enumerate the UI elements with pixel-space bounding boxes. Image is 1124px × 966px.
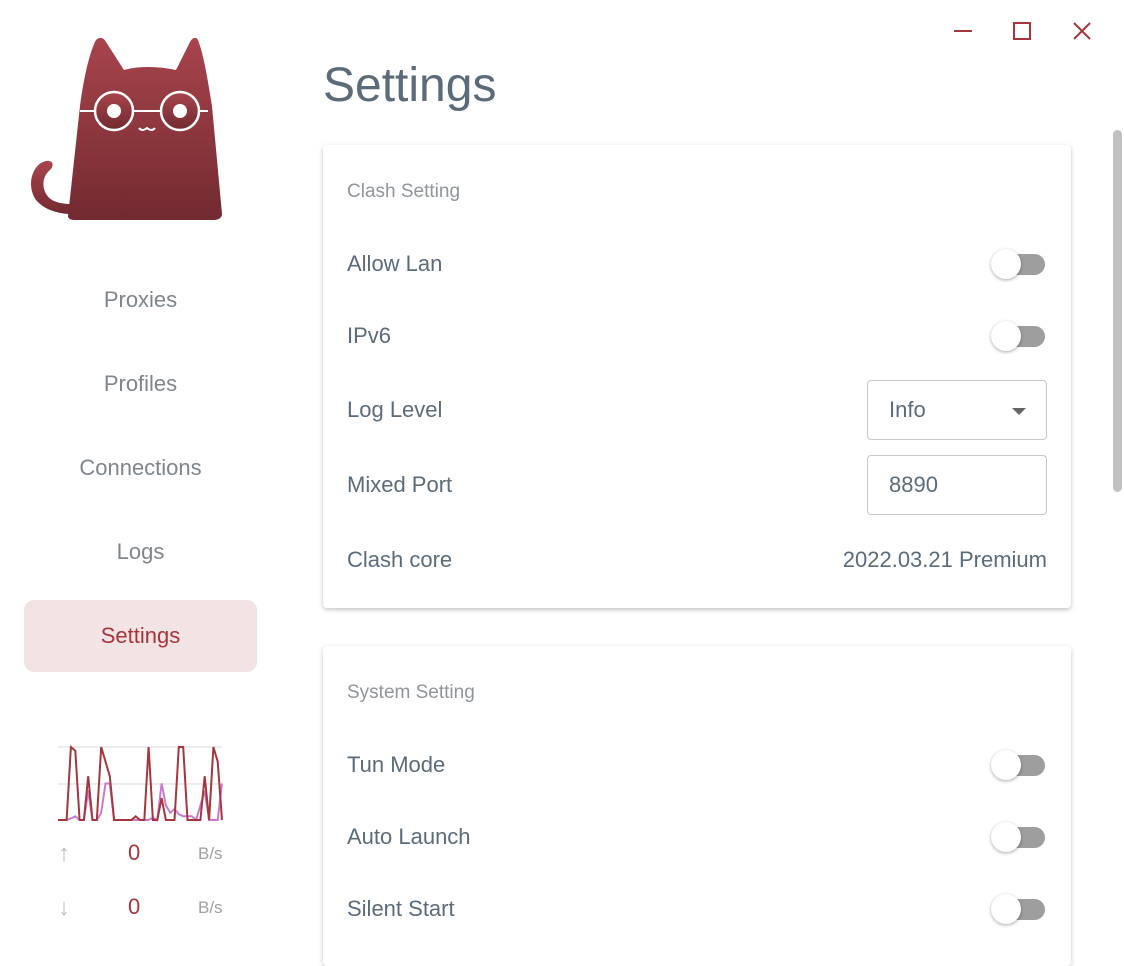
ipv6-label: IPv6 bbox=[347, 323, 392, 348]
sidebar: Proxies Profiles Connections Logs Settin… bbox=[0, 0, 280, 937]
log-level-label: Log Level bbox=[347, 397, 443, 422]
upload-unit: B/s bbox=[198, 844, 223, 863]
maximize-button[interactable] bbox=[1005, 14, 1039, 48]
silent-start-row: Silent Start bbox=[347, 889, 1047, 929]
silent-start-label: Silent Start bbox=[347, 896, 455, 921]
sidebar-item-proxies[interactable]: Proxies bbox=[24, 264, 257, 336]
allow-lan-label: Allow Lan bbox=[347, 251, 443, 276]
allow-lan-toggle[interactable] bbox=[991, 249, 1047, 279]
traffic-graph bbox=[58, 744, 223, 822]
tun-mode-label: Tun Mode bbox=[347, 752, 446, 777]
upload-value: 0 bbox=[128, 840, 141, 865]
scrollbar[interactable] bbox=[1113, 130, 1122, 492]
download-series-line bbox=[58, 782, 223, 822]
page-title: Settings bbox=[323, 59, 497, 112]
allow-lan-row: Allow Lan bbox=[347, 244, 1047, 284]
clash-core-label: Clash core bbox=[347, 547, 453, 572]
sidebar-item-label: Logs bbox=[116, 539, 165, 564]
sidebar-item-label: Profiles bbox=[103, 371, 178, 396]
close-button[interactable] bbox=[1065, 14, 1099, 48]
minimize-button[interactable] bbox=[946, 14, 980, 48]
tun-mode-toggle[interactable] bbox=[991, 750, 1047, 780]
sidebar-item-label: Proxies bbox=[103, 287, 178, 312]
caret-down-icon bbox=[1012, 408, 1026, 415]
mixed-port-row: Mixed Port 8890 bbox=[347, 455, 1047, 515]
sidebar-item-connections[interactable]: Connections bbox=[24, 432, 257, 504]
auto-launch-toggle[interactable] bbox=[991, 822, 1047, 852]
upload-speed: ↑ 0 B/s bbox=[58, 840, 228, 870]
arrow-up-icon: ↑ bbox=[58, 840, 70, 867]
card-title: System Setting bbox=[347, 682, 475, 703]
minimize-icon bbox=[954, 30, 972, 32]
clash-setting-card: Clash Setting Allow Lan IPv6 Log Level I… bbox=[323, 145, 1071, 608]
log-level-row: Log Level Info bbox=[347, 380, 1047, 440]
download-unit: B/s bbox=[198, 898, 223, 917]
sidebar-item-profiles[interactable]: Profiles bbox=[24, 348, 257, 420]
upload-series-line bbox=[58, 744, 223, 821]
mixed-port-input[interactable]: 8890 bbox=[867, 455, 1047, 515]
arrow-down-icon: ↓ bbox=[58, 894, 70, 921]
silent-start-toggle[interactable] bbox=[991, 894, 1047, 924]
maximize-icon bbox=[1013, 22, 1031, 40]
sidebar-item-settings[interactable]: Settings bbox=[24, 600, 257, 672]
tun-mode-row: Tun Mode bbox=[347, 745, 1047, 785]
download-speed: ↓ 0 B/s bbox=[58, 894, 228, 924]
clash-core-row: Clash core 2022.03.21 Premium bbox=[347, 540, 1047, 580]
clash-cat-logo bbox=[31, 37, 222, 221]
close-icon bbox=[1073, 22, 1091, 40]
ipv6-row: IPv6 bbox=[347, 316, 1047, 356]
auto-launch-row: Auto Launch bbox=[347, 817, 1047, 857]
mixed-port-label: Mixed Port bbox=[347, 472, 453, 497]
sidebar-item-label: Settings bbox=[100, 623, 181, 648]
log-level-select[interactable]: Info bbox=[867, 380, 1047, 440]
system-setting-card: System Setting Tun Mode Auto Launch Sile… bbox=[323, 646, 1071, 966]
clash-core-version: 2022.03.21 Premium bbox=[842, 547, 1047, 572]
download-value: 0 bbox=[128, 894, 141, 919]
auto-launch-label: Auto Launch bbox=[347, 824, 471, 849]
card-title: Clash Setting bbox=[347, 181, 461, 202]
mixed-port-value: 8890 bbox=[889, 472, 938, 497]
ipv6-toggle[interactable] bbox=[991, 321, 1047, 351]
log-level-value: Info bbox=[889, 397, 926, 422]
sidebar-item-label: Connections bbox=[79, 455, 202, 480]
sidebar-item-logs[interactable]: Logs bbox=[24, 516, 257, 588]
